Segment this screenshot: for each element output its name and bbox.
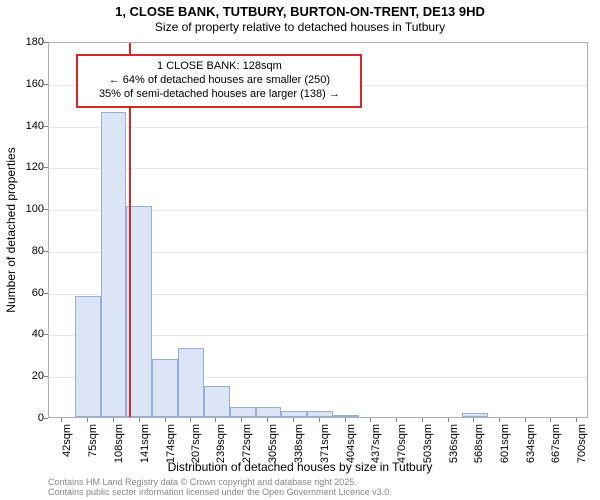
xtick-label: 503sqm xyxy=(422,424,434,464)
ytick-mark xyxy=(44,418,48,419)
xtick-mark xyxy=(215,418,216,422)
xtick-mark xyxy=(87,418,88,422)
ytick-mark xyxy=(44,293,48,294)
chart-root: { "title_line1": "1, CLOSE BANK, TUTBURY… xyxy=(0,0,600,500)
ytick-label: 180 xyxy=(4,36,44,48)
histogram-bar xyxy=(152,359,178,417)
ytick-label: 40 xyxy=(4,328,44,340)
chart-title-line2: Size of property relative to detached ho… xyxy=(0,20,600,34)
xtick-label: 174sqm xyxy=(165,424,177,464)
xtick-mark xyxy=(241,418,242,422)
xtick-mark xyxy=(550,418,551,422)
ytick-label: 160 xyxy=(4,78,44,90)
histogram-bar xyxy=(307,411,333,417)
footnote-line1: Contains HM Land Registry data © Crown c… xyxy=(48,477,357,487)
xtick-mark xyxy=(448,418,449,422)
xtick-label: 108sqm xyxy=(113,424,125,464)
histogram-bar xyxy=(178,348,204,417)
xtick-mark xyxy=(113,418,114,422)
histogram-bar xyxy=(101,112,127,417)
footnote-line2: Contains public sector information licen… xyxy=(48,487,392,497)
xtick-label: 437sqm xyxy=(370,424,382,464)
xtick-mark xyxy=(473,418,474,422)
ytick-mark xyxy=(44,42,48,43)
ytick-mark xyxy=(44,251,48,252)
xtick-mark xyxy=(61,418,62,422)
chart-title-line1: 1, CLOSE BANK, TUTBURY, BURTON-ON-TRENT,… xyxy=(0,4,600,19)
xtick-mark xyxy=(319,418,320,422)
xtick-label: 470sqm xyxy=(396,424,408,464)
xtick-mark xyxy=(525,418,526,422)
ytick-mark xyxy=(44,376,48,377)
histogram-bar xyxy=(462,413,488,417)
ytick-label: 140 xyxy=(4,120,44,132)
histogram-bar xyxy=(333,415,359,417)
ytick-mark xyxy=(44,84,48,85)
histogram-bar xyxy=(281,411,307,417)
xtick-label: 75sqm xyxy=(87,424,99,464)
xtick-label: 272sqm xyxy=(241,424,253,464)
xtick-mark xyxy=(139,418,140,422)
xtick-label: 404sqm xyxy=(345,424,357,464)
xtick-label: 634sqm xyxy=(525,424,537,464)
ytick-label: 120 xyxy=(4,161,44,173)
callout-line2: ← 64% of detached houses are smaller (25… xyxy=(86,74,352,88)
xtick-label: 371sqm xyxy=(319,424,331,464)
xtick-mark xyxy=(190,418,191,422)
xtick-mark xyxy=(576,418,577,422)
plot-area: 1 CLOSE BANK: 128sqm← 64% of detached ho… xyxy=(48,42,588,418)
xtick-label: 568sqm xyxy=(473,424,485,464)
xtick-mark xyxy=(293,418,294,422)
histogram-bar xyxy=(256,407,282,417)
ytick-mark xyxy=(44,209,48,210)
histogram-bar xyxy=(75,296,101,417)
xtick-label: 536sqm xyxy=(448,424,460,464)
xtick-label: 239sqm xyxy=(215,424,227,464)
xtick-mark xyxy=(267,418,268,422)
histogram-bar xyxy=(204,386,230,417)
histogram-bar xyxy=(230,407,256,417)
ytick-mark xyxy=(44,334,48,335)
xtick-mark xyxy=(499,418,500,422)
footnote: Contains HM Land Registry data © Crown c… xyxy=(48,478,392,498)
xtick-label: 305sqm xyxy=(267,424,279,464)
ytick-label: 0 xyxy=(4,412,44,424)
ytick-label: 80 xyxy=(4,245,44,257)
xtick-mark xyxy=(422,418,423,422)
xtick-mark xyxy=(370,418,371,422)
callout-box: 1 CLOSE BANK: 128sqm← 64% of detached ho… xyxy=(76,54,362,107)
xtick-label: 141sqm xyxy=(139,424,151,464)
ytick-mark xyxy=(44,167,48,168)
xtick-label: 601sqm xyxy=(499,424,511,464)
xtick-mark xyxy=(396,418,397,422)
xtick-label: 207sqm xyxy=(190,424,202,464)
ytick-mark xyxy=(44,126,48,127)
xtick-label: 338sqm xyxy=(293,424,305,464)
ytick-label: 60 xyxy=(4,287,44,299)
xtick-label: 700sqm xyxy=(576,424,588,464)
xtick-label: 667sqm xyxy=(550,424,562,464)
callout-line3: 35% of semi-detached houses are larger (… xyxy=(86,88,352,102)
xtick-mark xyxy=(345,418,346,422)
ytick-label: 100 xyxy=(4,203,44,215)
xtick-mark xyxy=(165,418,166,422)
ytick-label: 20 xyxy=(4,370,44,382)
callout-line1: 1 CLOSE BANK: 128sqm xyxy=(86,60,352,74)
xtick-label: 42sqm xyxy=(61,424,73,464)
